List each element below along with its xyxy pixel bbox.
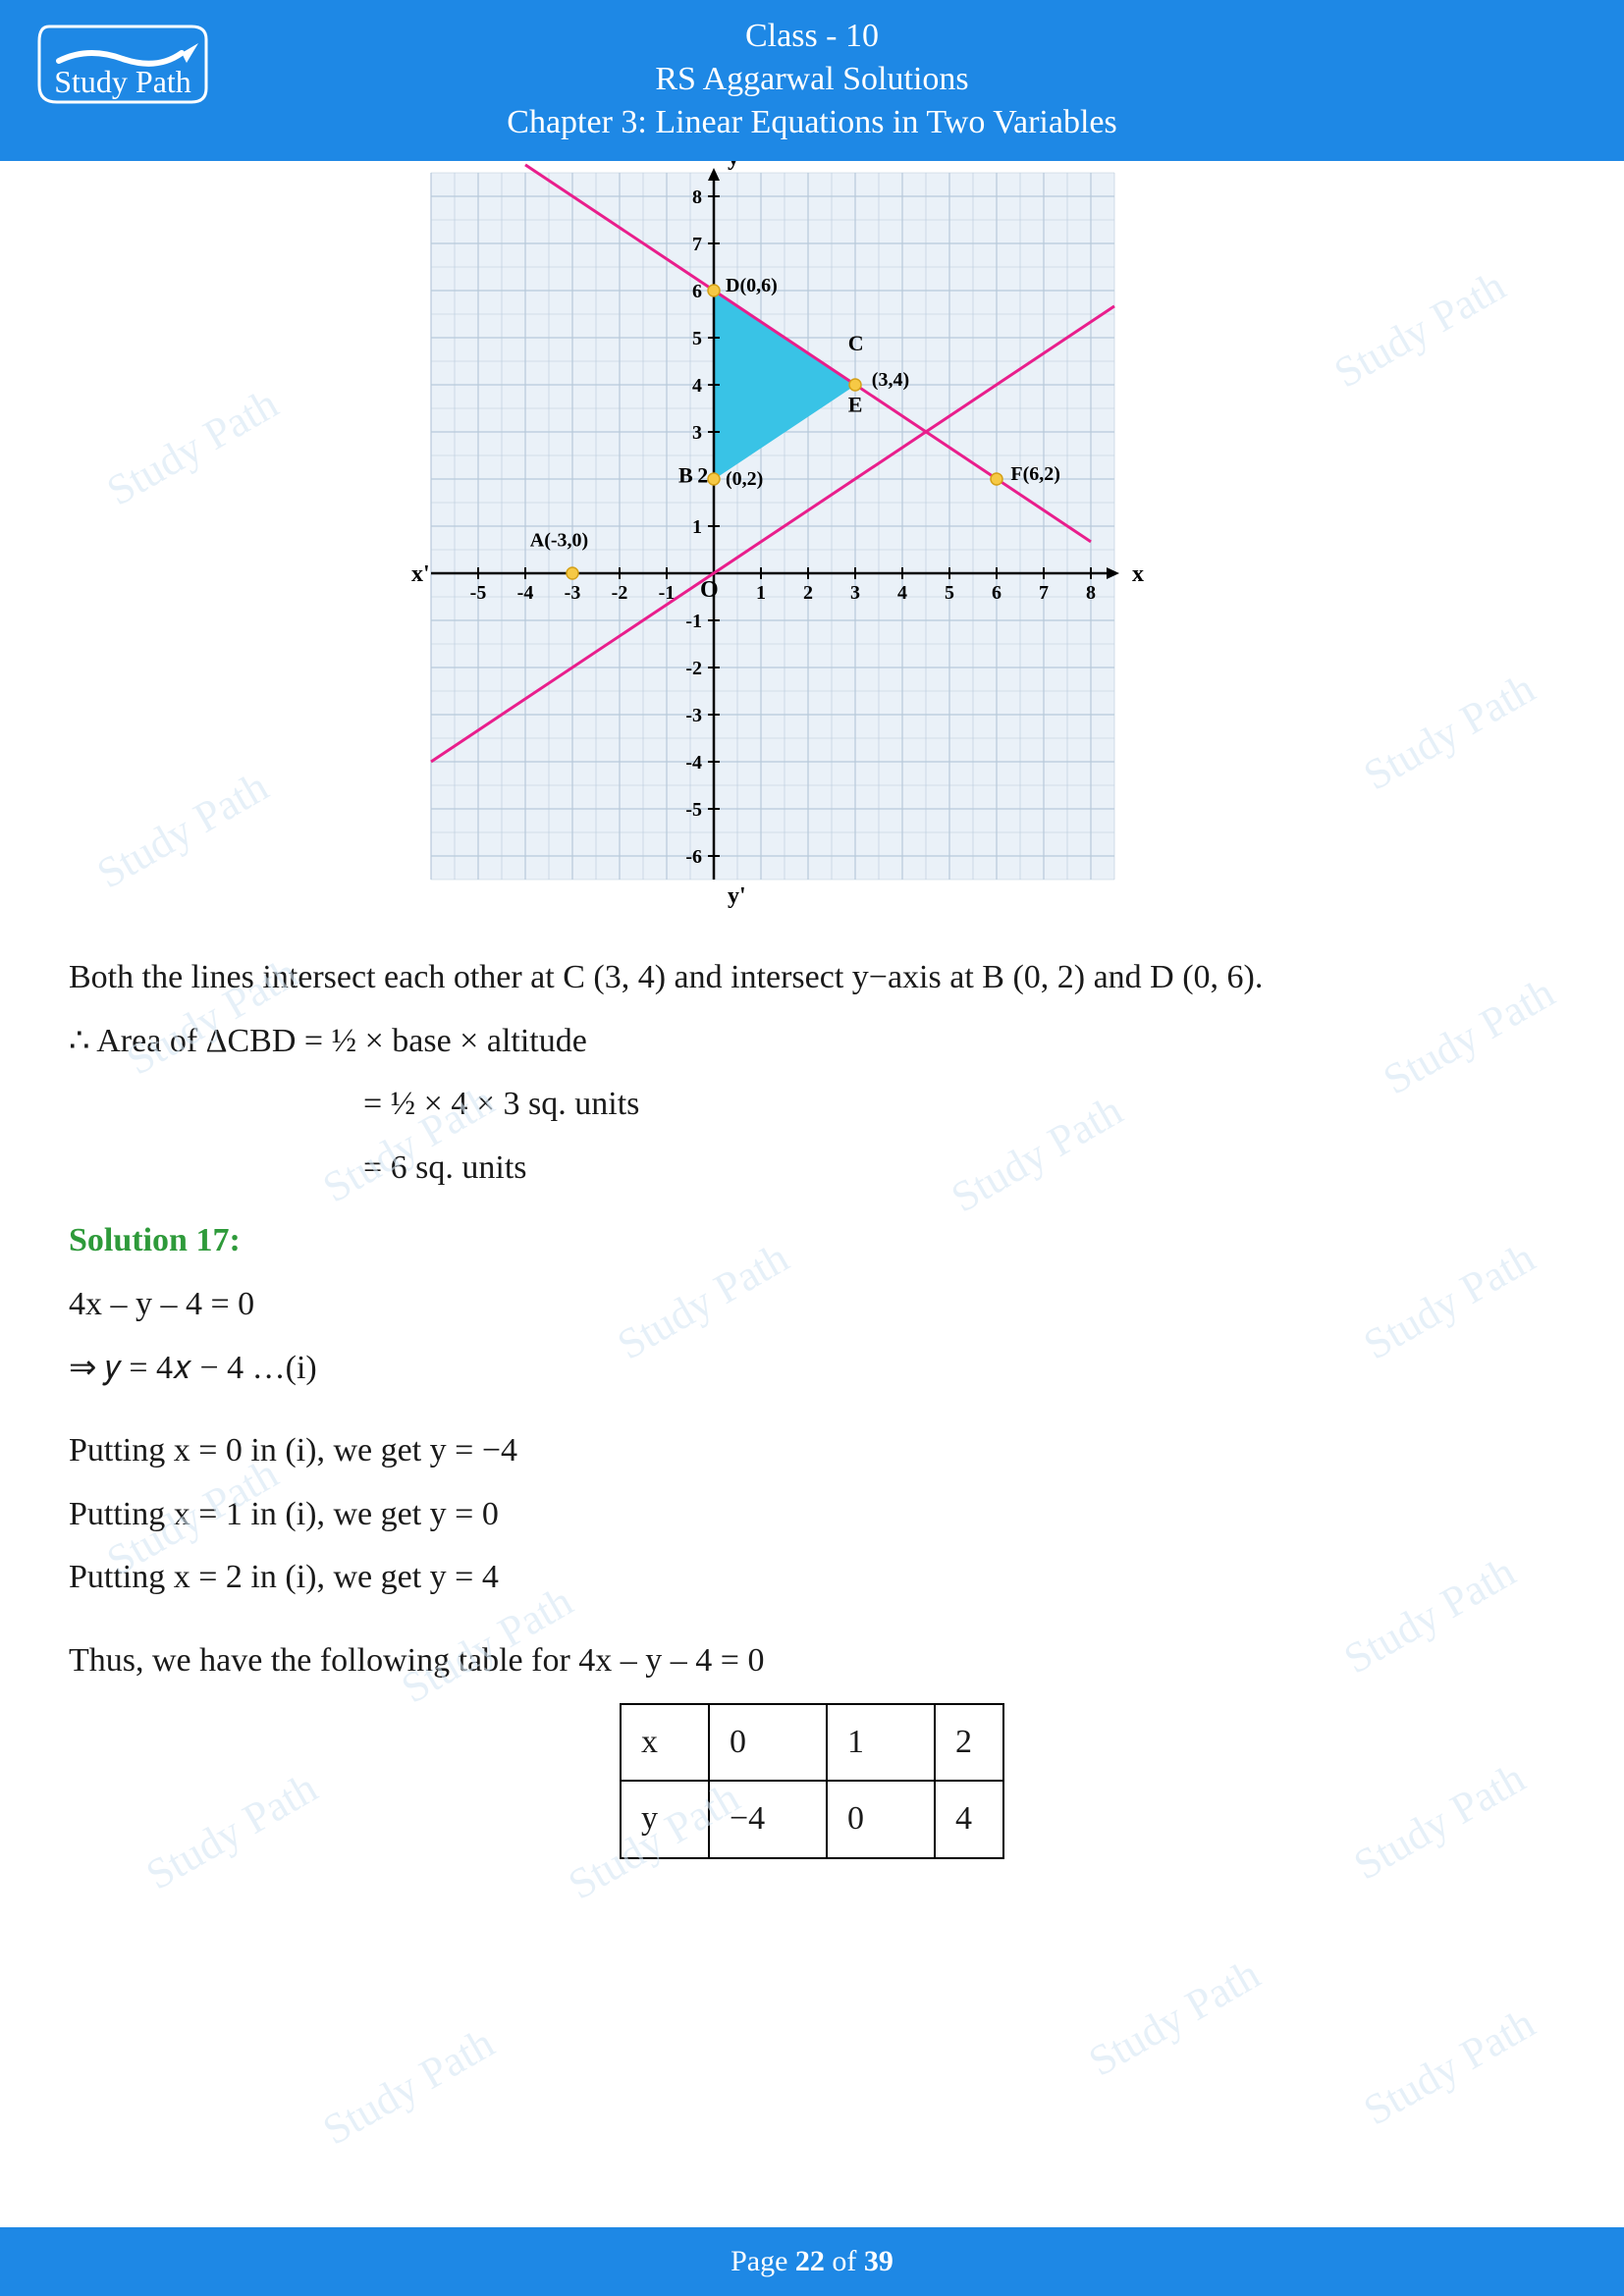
- svg-text:6: 6: [692, 281, 702, 302]
- footer-prefix: Page: [731, 2245, 795, 2277]
- para-area-step: = ½ × 4 × 3 sq. units: [69, 1073, 1555, 1137]
- substitution-3: Putting x = 2 in (i), we get y = 4: [69, 1546, 1555, 1610]
- svg-text:x': x': [411, 561, 430, 587]
- svg-text:x: x: [1132, 561, 1144, 587]
- table-row: y −4 0 4: [621, 1781, 1003, 1858]
- para-area-formula: ∴ Area of ΔCBD = ½ × base × altitude: [69, 1010, 1555, 1074]
- svg-text:-2: -2: [685, 658, 702, 679]
- content-body: Both the lines intersect each other at C…: [0, 936, 1624, 1859]
- coordinate-graph: -5-4-3-2-112345678-6-5-4-3-2-11345678Oxx…: [400, 161, 1224, 917]
- svg-text:1: 1: [692, 516, 702, 538]
- cell: 4: [935, 1781, 1003, 1858]
- svg-text:8: 8: [692, 187, 702, 208]
- svg-text:2: 2: [803, 582, 813, 604]
- cell: y: [621, 1781, 709, 1858]
- svg-text:(0,2): (0,2): [726, 468, 763, 490]
- svg-text:7: 7: [1039, 582, 1049, 604]
- svg-text:4: 4: [692, 375, 702, 397]
- svg-text:4: 4: [897, 582, 907, 604]
- svg-text:6: 6: [992, 582, 1001, 604]
- svg-text:2: 2: [697, 463, 708, 488]
- watermark: Study Path: [314, 2017, 503, 2155]
- svg-text:-4: -4: [517, 582, 534, 604]
- svg-text:-2: -2: [612, 582, 628, 604]
- cell: 0: [709, 1704, 827, 1782]
- svg-text:D(0,6): D(0,6): [726, 275, 778, 296]
- svg-text:A(-3,0): A(-3,0): [530, 529, 588, 551]
- svg-text:-6: -6: [685, 846, 702, 868]
- page: Study Path Study Path Study Path Study P…: [0, 0, 1624, 2296]
- cell: 1: [827, 1704, 935, 1782]
- svg-text:y': y': [728, 883, 746, 909]
- svg-text:(3,4): (3,4): [872, 369, 909, 391]
- cell: 2: [935, 1704, 1003, 1782]
- substitution-2: Putting x = 1 in (i), we get y = 0: [69, 1483, 1555, 1547]
- svg-text:-5: -5: [685, 799, 702, 821]
- svg-text:3: 3: [692, 422, 702, 444]
- solution-heading: Solution 17:: [69, 1209, 1555, 1273]
- brand-logo: Study Path: [29, 12, 216, 130]
- svg-text:-5: -5: [470, 582, 487, 604]
- svg-text:5: 5: [945, 582, 954, 604]
- footer-total: 39: [864, 2245, 893, 2277]
- svg-text:5: 5: [692, 328, 702, 349]
- table-intro: Thus, we have the following table for 4x…: [69, 1629, 1555, 1693]
- equation-1: 4x – y – 4 = 0: [69, 1273, 1555, 1337]
- svg-text:-1: -1: [685, 611, 702, 632]
- header-book: RS Aggarwal Solutions: [0, 61, 1624, 98]
- svg-text:-3: -3: [565, 582, 581, 604]
- graph-figure: -5-4-3-2-112345678-6-5-4-3-2-11345678Oxx…: [0, 161, 1624, 917]
- svg-text:1: 1: [756, 582, 766, 604]
- svg-text:7: 7: [692, 234, 702, 255]
- page-footer: Page 22 of 39: [0, 2227, 1624, 2296]
- svg-text:-3: -3: [685, 705, 702, 726]
- svg-text:F(6,2): F(6,2): [1010, 463, 1060, 485]
- cell: −4: [709, 1781, 827, 1858]
- cell: x: [621, 1704, 709, 1782]
- header-class: Class - 10: [0, 18, 1624, 55]
- para-intersection: Both the lines intersect each other at C…: [69, 946, 1555, 1010]
- cell: 0: [827, 1781, 935, 1858]
- svg-text:C: C: [848, 331, 864, 355]
- watermark: Study Path: [1080, 1949, 1269, 2086]
- substitution-1: Putting x = 0 in (i), we get y = −4: [69, 1419, 1555, 1483]
- footer-mid: of: [825, 2245, 864, 2277]
- footer-page-num: 22: [795, 2245, 825, 2277]
- svg-text:-4: -4: [685, 752, 702, 774]
- svg-text:3: 3: [850, 582, 860, 604]
- watermark: Study Path: [1355, 1998, 1543, 2135]
- header-chapter: Chapter 3: Linear Equations in Two Varia…: [0, 104, 1624, 141]
- svg-text:8: 8: [1086, 582, 1096, 604]
- para-area-result: = 6 sq. units: [69, 1137, 1555, 1201]
- logo-text: Study Path: [54, 64, 191, 99]
- svg-text:y: y: [728, 161, 739, 171]
- svg-text:B: B: [678, 463, 693, 488]
- svg-text:E: E: [848, 393, 863, 417]
- table-row: x 0 1 2: [621, 1704, 1003, 1782]
- equation-2: ⇒ 𝑦 = 4𝑥 − 4 …(i): [69, 1337, 1555, 1401]
- value-table: x 0 1 2 y −4 0 4: [620, 1703, 1004, 1859]
- page-header: Study Path Class - 10 RS Aggarwal Soluti…: [0, 0, 1624, 161]
